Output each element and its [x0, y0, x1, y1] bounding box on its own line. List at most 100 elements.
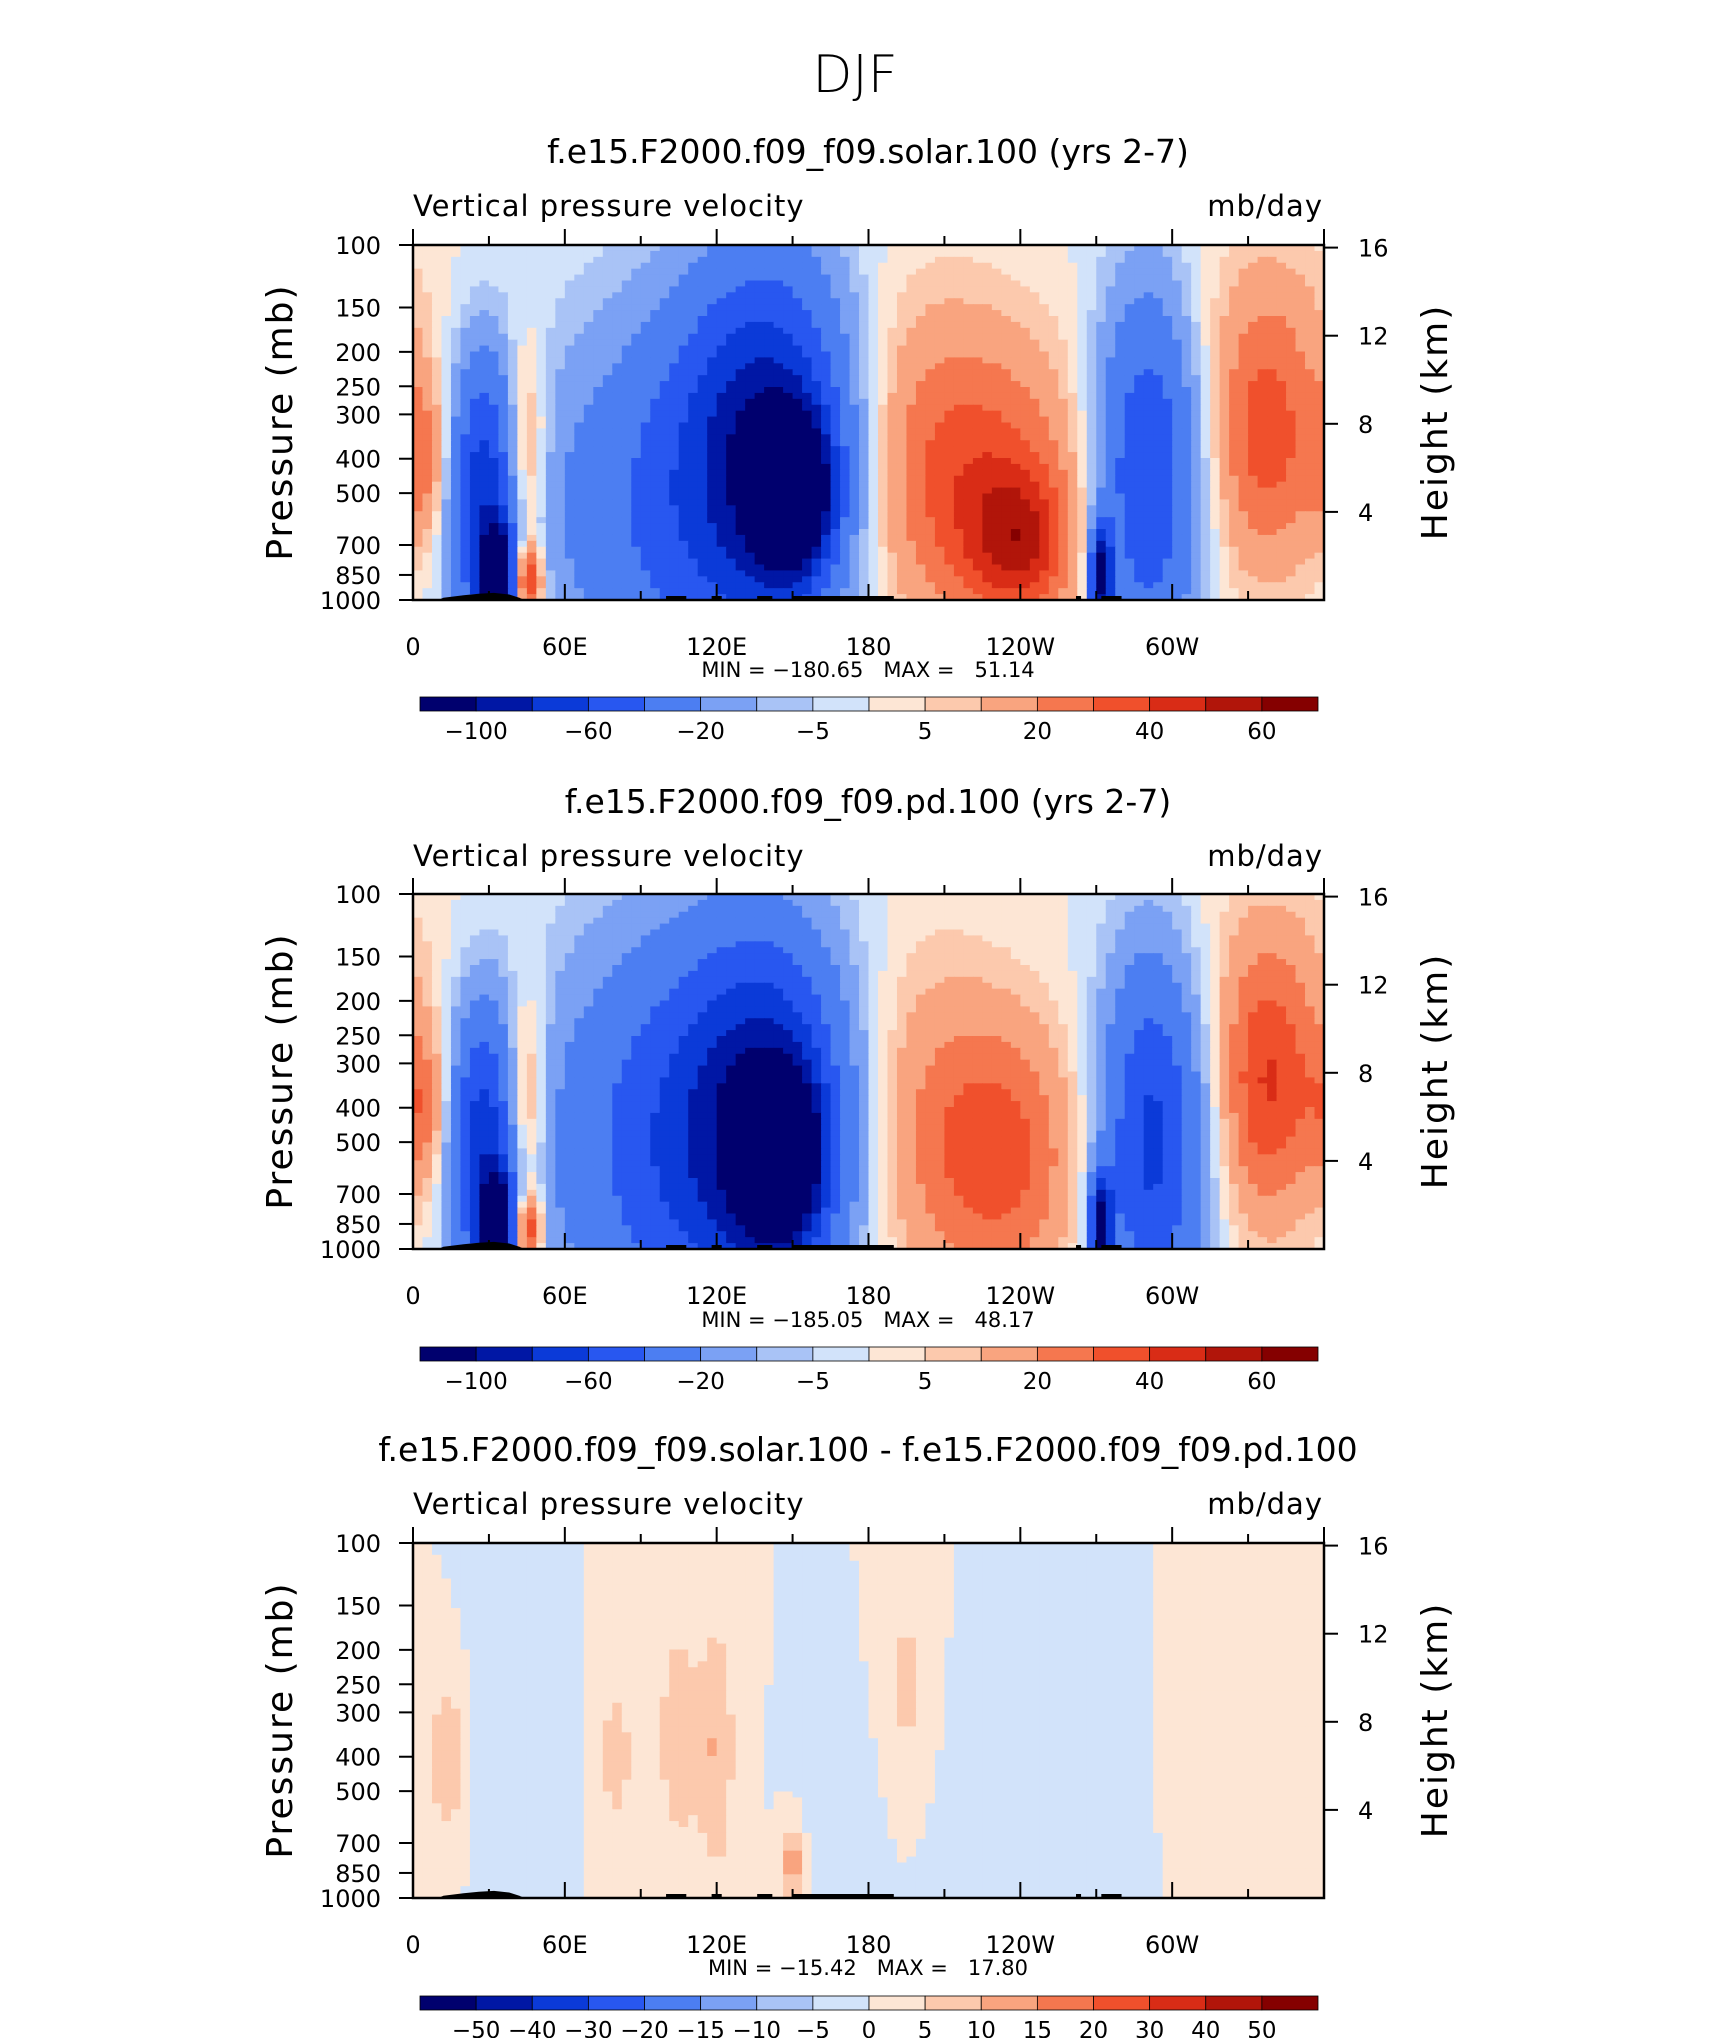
contour-cell — [517, 475, 528, 483]
contour-cell — [906, 250, 917, 258]
contour-cell — [1048, 493, 1059, 501]
contour-cell — [1229, 351, 1240, 359]
contour-cell — [1286, 286, 1297, 293]
contour-cell — [735, 245, 746, 252]
contour-cell — [783, 505, 794, 512]
contour-cell — [1096, 398, 1107, 406]
contour-cell — [754, 268, 765, 276]
contour-cell — [745, 487, 756, 495]
contour-cell — [840, 523, 851, 530]
contour-cell — [859, 404, 870, 412]
contour-cell — [422, 310, 433, 317]
contour-cell — [507, 534, 518, 542]
contour-cell — [1020, 262, 1031, 270]
contour-cell — [925, 392, 936, 400]
contour-cell — [612, 416, 623, 424]
contour-cell — [821, 304, 832, 311]
contour-cell — [915, 440, 927, 447]
contour-cell — [840, 280, 851, 288]
contour-cell — [972, 546, 983, 554]
contour-cell — [991, 310, 1002, 317]
contour-cell — [991, 268, 1002, 276]
contour-cell — [545, 357, 556, 364]
contour-cell — [887, 463, 898, 471]
contour-cell — [697, 256, 708, 264]
contour-cell — [1162, 469, 1173, 477]
contour-cell — [564, 333, 575, 341]
contour-cell — [1029, 327, 1040, 335]
contour-cell — [536, 529, 547, 536]
contour-cell — [1286, 499, 1297, 506]
contour-cell — [1086, 363, 1097, 370]
contour-cell — [991, 422, 1002, 430]
contour-cell — [631, 321, 642, 329]
contour-cell — [1115, 422, 1126, 430]
contour-cell — [431, 534, 443, 542]
contour-cell — [431, 268, 443, 276]
contour-cell — [1286, 505, 1297, 512]
contour-cell — [479, 517, 490, 524]
contour-cell — [479, 534, 490, 542]
contour-cell — [735, 463, 746, 471]
contour-cell — [688, 298, 699, 305]
contour-cell — [982, 280, 993, 288]
contour-cell — [877, 475, 889, 483]
contour-cell — [1029, 268, 1040, 276]
contour-cell — [621, 333, 632, 341]
contour-cell — [631, 404, 642, 412]
contour-cell — [574, 280, 585, 288]
contour-cell — [1248, 250, 1259, 258]
contour-cell — [953, 540, 964, 548]
contour-cell — [1248, 327, 1259, 335]
contour-cell — [1077, 422, 1088, 430]
contour-cell — [1267, 345, 1278, 353]
contour-cell — [840, 505, 851, 512]
contour-cell — [953, 292, 964, 299]
contour-cell — [963, 327, 974, 335]
contour-cell — [1105, 327, 1116, 335]
contour-cell — [811, 333, 822, 341]
contour-cell — [792, 398, 803, 406]
contour-cell — [479, 481, 490, 489]
contour-cell — [745, 321, 756, 329]
contour-cell — [953, 321, 964, 329]
contour-cell — [735, 345, 746, 353]
contour-cell — [413, 523, 424, 530]
contour-cell — [754, 298, 765, 305]
contour-cell — [545, 292, 556, 299]
contour-cell — [1039, 469, 1050, 477]
contour-cell — [602, 534, 613, 542]
contour-cell — [450, 475, 462, 483]
contour-cell — [659, 375, 670, 382]
contour-cell — [830, 534, 841, 542]
contour-cell — [1077, 404, 1088, 412]
contour-cell — [1001, 357, 1012, 364]
contour-cell — [745, 268, 756, 276]
contour-cell — [1286, 487, 1297, 495]
contour-cell — [764, 410, 775, 418]
contour-cell — [1200, 268, 1211, 276]
contour-cell — [953, 493, 964, 501]
contour-cell — [659, 428, 670, 435]
contour-cell — [735, 410, 746, 418]
contour-cell — [877, 416, 889, 424]
contour-cell — [574, 446, 585, 453]
contour-cell — [896, 398, 908, 406]
contour-cell — [1086, 452, 1097, 459]
contour-cell — [422, 499, 433, 506]
contour-cell — [868, 268, 879, 276]
contour-cell — [972, 357, 983, 364]
contour-cell — [887, 381, 898, 388]
contour-cell — [735, 369, 746, 376]
contour-cell — [821, 452, 832, 459]
contour-cell — [1210, 345, 1221, 353]
contour-cell — [953, 369, 964, 376]
contour-cell — [621, 392, 632, 400]
contour-cell — [1048, 333, 1059, 341]
contour-cell — [792, 540, 803, 548]
contour-cell — [1305, 339, 1316, 347]
contour-cell — [1191, 469, 1202, 477]
contour-cell — [1134, 529, 1145, 536]
contour-cell — [1067, 345, 1078, 353]
contour-cell — [1143, 292, 1154, 299]
